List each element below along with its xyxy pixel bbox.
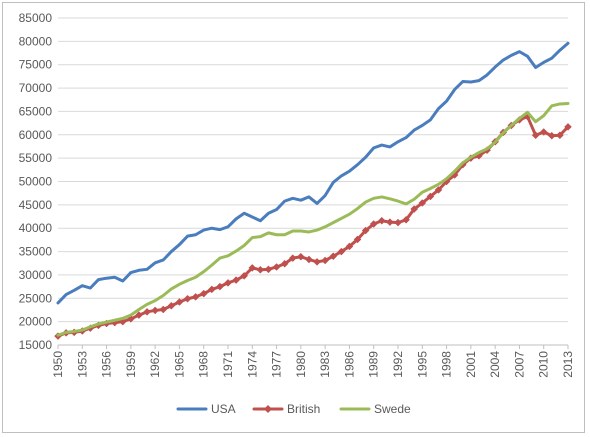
data-point: [199, 289, 208, 298]
data-point: [564, 122, 572, 131]
y-tick-label: 75000: [19, 58, 53, 72]
series-line-british: [56, 115, 570, 338]
legend-item-british: British: [252, 402, 320, 416]
y-tick-label: 70000: [19, 81, 53, 95]
legend-label: USA: [211, 402, 236, 416]
data-point: [410, 205, 419, 213]
x-tick-label: 2004: [488, 351, 502, 378]
y-tick-label: 30000: [19, 268, 53, 282]
x-tick-label: 1962: [148, 351, 162, 378]
data-point: [377, 216, 386, 225]
y-tick-label: 60000: [19, 128, 53, 142]
x-tick-label: 2010: [537, 351, 551, 378]
data-point: [240, 272, 249, 280]
data-point: [272, 263, 281, 271]
x-tick-label: 1965: [172, 351, 186, 378]
x-tick-label: 1995: [415, 351, 429, 378]
x-tick-label: 1980: [294, 351, 308, 378]
data-point: [175, 298, 184, 306]
series-lines: [54, 41, 572, 340]
y-tick-label: 25000: [19, 291, 53, 305]
data-point: [135, 311, 143, 319]
series-usa: [56, 41, 570, 305]
y-tick-label: 80000: [19, 34, 53, 48]
data-point: [216, 282, 224, 291]
x-tick-label: 1968: [197, 351, 211, 378]
y-tick-label: 65000: [19, 104, 53, 118]
data-point: [337, 247, 346, 256]
x-tick-label: 1992: [391, 351, 405, 378]
y-tick-label: 35000: [19, 245, 53, 259]
data-point: [207, 285, 216, 294]
legend-item-usa: USA: [176, 402, 236, 416]
x-tick-label: 1977: [270, 351, 284, 378]
data-point: [232, 276, 240, 284]
legend-label: Swede: [374, 402, 411, 416]
data-point: [264, 265, 273, 274]
data-point: [394, 218, 402, 227]
legend-label: British: [287, 402, 320, 416]
data-point: [386, 218, 394, 226]
data-point: [313, 257, 321, 266]
x-tick-label: 1983: [318, 351, 332, 378]
y-tick-label: 55000: [19, 151, 53, 165]
x-axis-tick-labels: 1950 1953 1956 1959 1962 1965 1968 1971 1974 1977…: [51, 345, 575, 378]
x-tick-label: 1953: [75, 351, 89, 378]
data-point: [143, 307, 151, 316]
series-swede: [56, 101, 570, 337]
y-tick-label: 50000: [19, 175, 53, 189]
x-tick-label: 1998: [440, 351, 454, 378]
legend: USA British Swede: [176, 402, 411, 416]
data-point: [434, 186, 443, 194]
data-point: [402, 215, 410, 224]
data-point: [329, 252, 338, 261]
data-point: [418, 199, 427, 207]
x-tick-label: 1971: [221, 351, 235, 378]
series-line-swede: [56, 101, 570, 337]
x-tick-label: 2013: [561, 351, 575, 378]
y-tick-label: 45000: [19, 198, 53, 212]
data-point: [321, 256, 329, 265]
data-point: [256, 265, 265, 274]
legend-marker: [264, 405, 272, 413]
y-tick-label: 40000: [19, 221, 53, 235]
x-tick-label: 2001: [464, 351, 478, 378]
data-point: [305, 255, 313, 264]
data-point: [167, 301, 176, 310]
y-tick-label: 15000: [19, 338, 53, 352]
data-point: [547, 131, 556, 140]
legend-item-swede: Swede: [339, 402, 411, 416]
data-point: [288, 254, 297, 262]
y-tick-label: 20000: [19, 315, 53, 329]
x-tick-label: 1959: [124, 351, 138, 378]
data-point: [151, 306, 159, 315]
x-tick-label: 1989: [367, 351, 381, 378]
data-point: [248, 264, 257, 272]
x-tick-label: 1956: [100, 351, 114, 378]
data-point: [531, 131, 540, 140]
y-axis-tick-labels: 15000 20000 25000 30000 35000 40000 45000 50000…: [19, 11, 53, 352]
data-point: [353, 235, 362, 244]
data-point: [183, 294, 192, 303]
data-point: [297, 252, 305, 261]
data-point: [191, 293, 200, 301]
data-point: [369, 220, 378, 228]
data-point: [224, 279, 232, 287]
x-tick-label: 1950: [51, 351, 65, 378]
series-british: [54, 112, 572, 340]
data-point: [426, 192, 435, 201]
x-tick-label: 2007: [512, 351, 526, 378]
x-tick-label: 1986: [342, 351, 356, 378]
data-point: [159, 305, 168, 314]
data-point: [556, 131, 564, 140]
data-point: [539, 128, 548, 136]
data-point: [280, 259, 289, 268]
data-point: [361, 226, 370, 235]
data-point: [345, 242, 354, 251]
x-tick-label: 1974: [245, 351, 259, 378]
gridlines: [58, 17, 568, 346]
y-tick-label: 85000: [19, 11, 53, 25]
series-line-usa: [56, 41, 570, 305]
